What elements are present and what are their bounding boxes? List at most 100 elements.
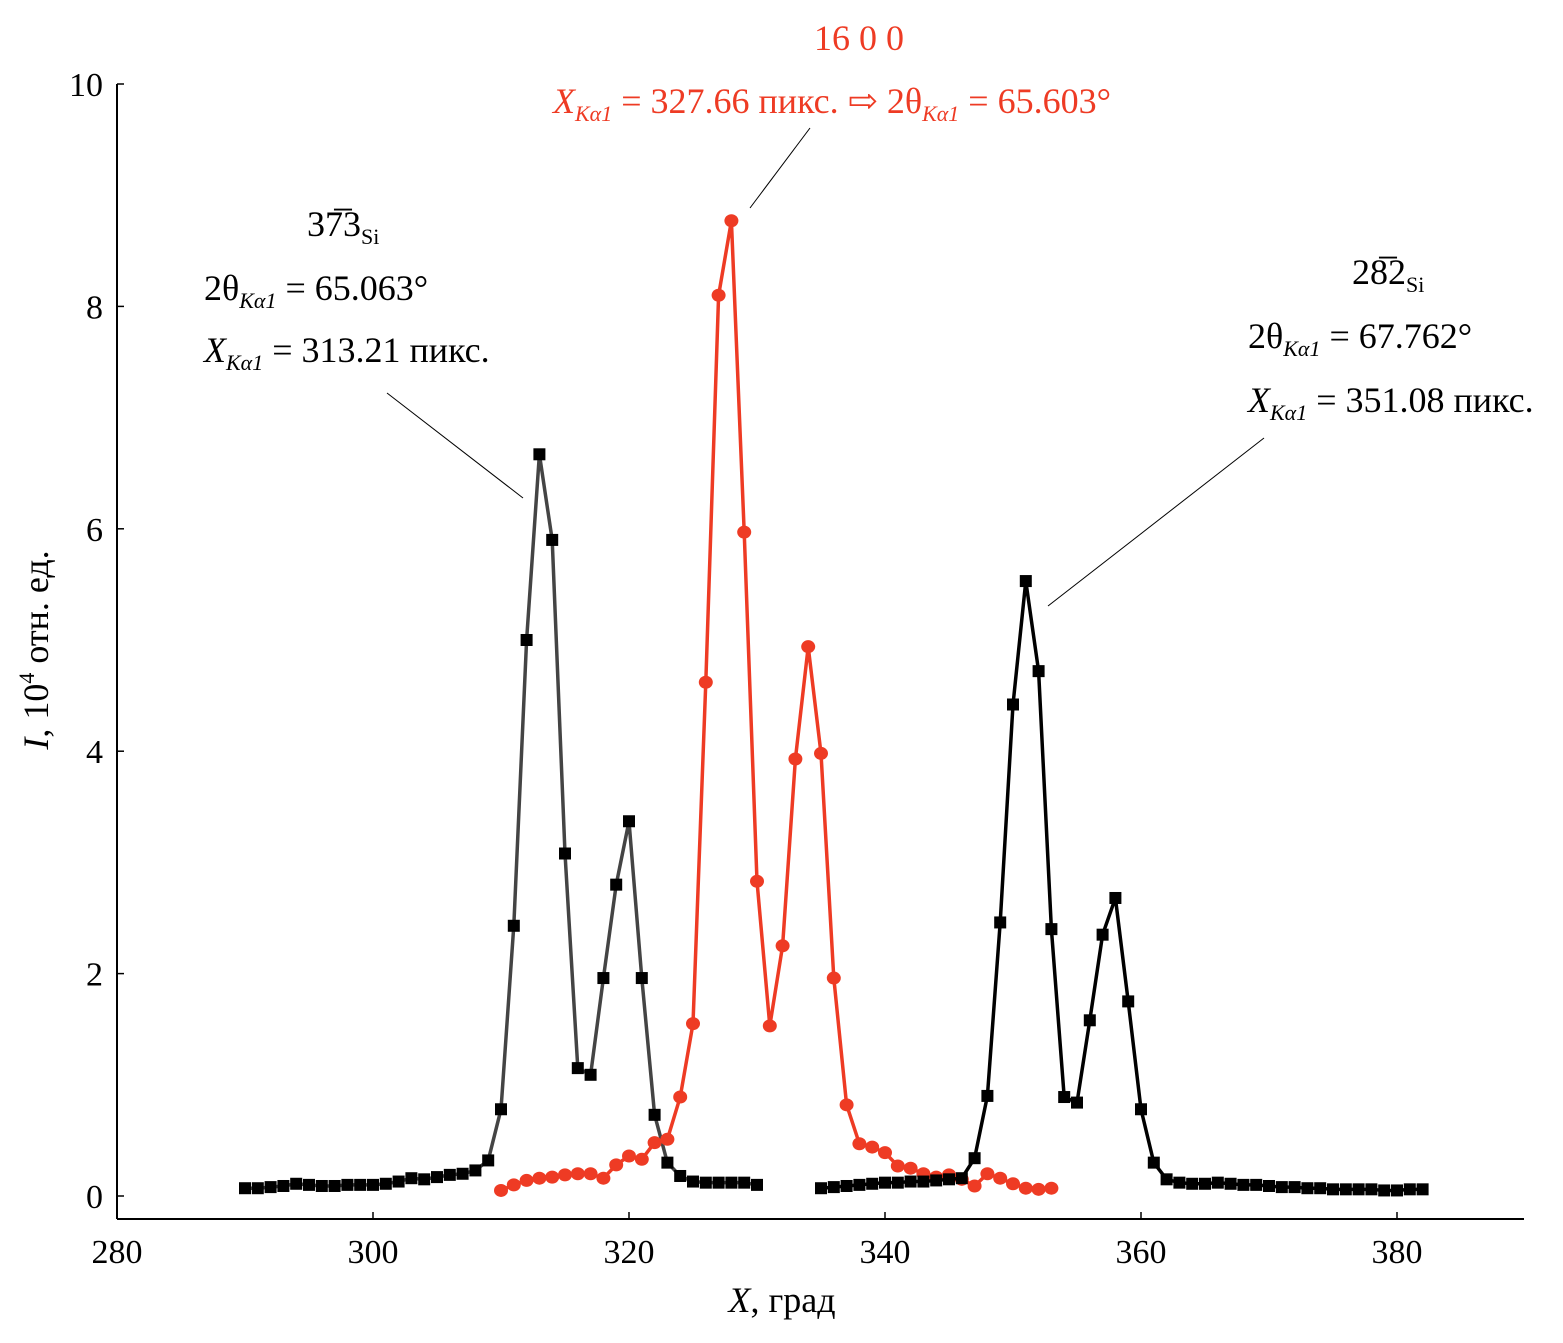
data-point [648, 1108, 661, 1121]
data-point [917, 1175, 930, 1188]
data-point [1301, 1182, 1314, 1195]
data-point [341, 1178, 354, 1191]
data-point [1224, 1177, 1237, 1190]
data-point [277, 1179, 290, 1192]
data-point [546, 533, 559, 546]
data-point [1199, 1177, 1211, 1190]
series-left [239, 448, 763, 1195]
data-point [1019, 575, 1032, 588]
data-point [532, 1171, 547, 1185]
y-tick-label: 6 [86, 512, 103, 549]
data-point [1109, 891, 1122, 904]
data-point [507, 919, 520, 932]
data-point [1263, 1179, 1275, 1192]
data-point [1391, 1184, 1403, 1197]
data-point [533, 448, 546, 461]
data-point [814, 746, 828, 760]
data-point [1160, 1173, 1173, 1186]
data-point [635, 972, 648, 985]
data-point [1122, 995, 1135, 1008]
annotation-red-hkl: 16 0 0 [814, 18, 904, 58]
data-point [711, 288, 726, 302]
data-point [890, 1159, 905, 1173]
y-tick-label: 8 [86, 289, 103, 326]
data-point [879, 1176, 891, 1189]
data-point [456, 1167, 469, 1180]
data-point [1044, 1181, 1059, 1195]
data-point [558, 1168, 572, 1182]
data-point [762, 1019, 777, 1033]
annotation-right-x: XKα1 = 351.08 пикс. [1246, 380, 1534, 425]
y-tick-label: 10 [69, 67, 103, 104]
data-point [865, 1140, 880, 1154]
data-point [1083, 1014, 1096, 1027]
data-point [1018, 1181, 1033, 1195]
data-point [1186, 1177, 1199, 1190]
data-point [698, 675, 713, 689]
data-point [647, 1136, 662, 1150]
data-point [443, 1168, 456, 1181]
annotation-left-hkl: 37̅3Si [307, 204, 379, 249]
annotation-right-theta: 2θKα1 = 67.762° [1248, 316, 1472, 361]
series-line [500, 219, 1052, 1193]
data-point [1403, 1183, 1416, 1196]
data-point [852, 1137, 867, 1151]
data-point [290, 1177, 303, 1190]
x-tick-label: 320 [604, 1234, 655, 1271]
data-point [584, 1068, 597, 1081]
annotation-right: 28̅2Si 2θKα1 = 67.762° XKα1 = 351.08 пик… [1246, 252, 1534, 425]
data-point [1007, 698, 1019, 711]
data-point [1147, 1156, 1160, 1169]
data-point [738, 1176, 751, 1189]
series-red [494, 214, 1059, 1197]
data-point [1288, 1181, 1301, 1194]
data-point [559, 847, 571, 860]
data-point [354, 1178, 367, 1191]
data-point [993, 1171, 1008, 1185]
data-point [725, 1176, 738, 1189]
data-point [826, 971, 841, 985]
data-point [392, 1175, 405, 1188]
data-point [1339, 1183, 1352, 1196]
data-point [622, 1149, 636, 1163]
data-point [570, 1167, 585, 1181]
data-point [367, 1178, 379, 1191]
data-point [712, 1176, 725, 1189]
data-point [1378, 1184, 1391, 1197]
data-point [596, 1171, 611, 1185]
data-point [494, 1183, 508, 1197]
x-tick-label: 300 [348, 1234, 399, 1271]
data-point [674, 1169, 687, 1182]
data-point [840, 1179, 853, 1192]
data-point [634, 1152, 649, 1166]
data-point [571, 1062, 584, 1075]
data-point [482, 1154, 495, 1167]
axes [116, 84, 1524, 1220]
series-line [245, 452, 758, 1190]
data-point [315, 1179, 328, 1192]
data-point [699, 1176, 712, 1189]
data-point [839, 1098, 854, 1112]
data-point [775, 939, 790, 953]
data-point [379, 1177, 392, 1190]
data-point [1031, 1182, 1046, 1196]
data-point [1365, 1183, 1378, 1196]
data-point [1314, 1182, 1327, 1195]
data-point [1058, 1091, 1071, 1104]
data-point [943, 1173, 955, 1186]
data-point [737, 525, 752, 539]
data-point [687, 1175, 699, 1188]
annotation-left: 37̅3Si 2θKα1 = 65.063° XKα1 = 313.21 пик… [202, 204, 490, 375]
data-point [686, 1017, 700, 1031]
data-point [609, 1158, 624, 1172]
data-point [1006, 1177, 1020, 1191]
data-point [1250, 1178, 1263, 1191]
series-right [815, 575, 1429, 1197]
y-axis-label: I, 104 отн. ед. [14, 550, 56, 750]
annotation-red: 16 0 0 XKα1 = 327.66 пикс. ⇨ 2θKα1 = 65.… [551, 18, 1111, 126]
data-point [251, 1182, 264, 1195]
data-point [891, 1176, 904, 1189]
data-point [583, 1167, 598, 1181]
y-tick-label: 4 [86, 734, 103, 771]
